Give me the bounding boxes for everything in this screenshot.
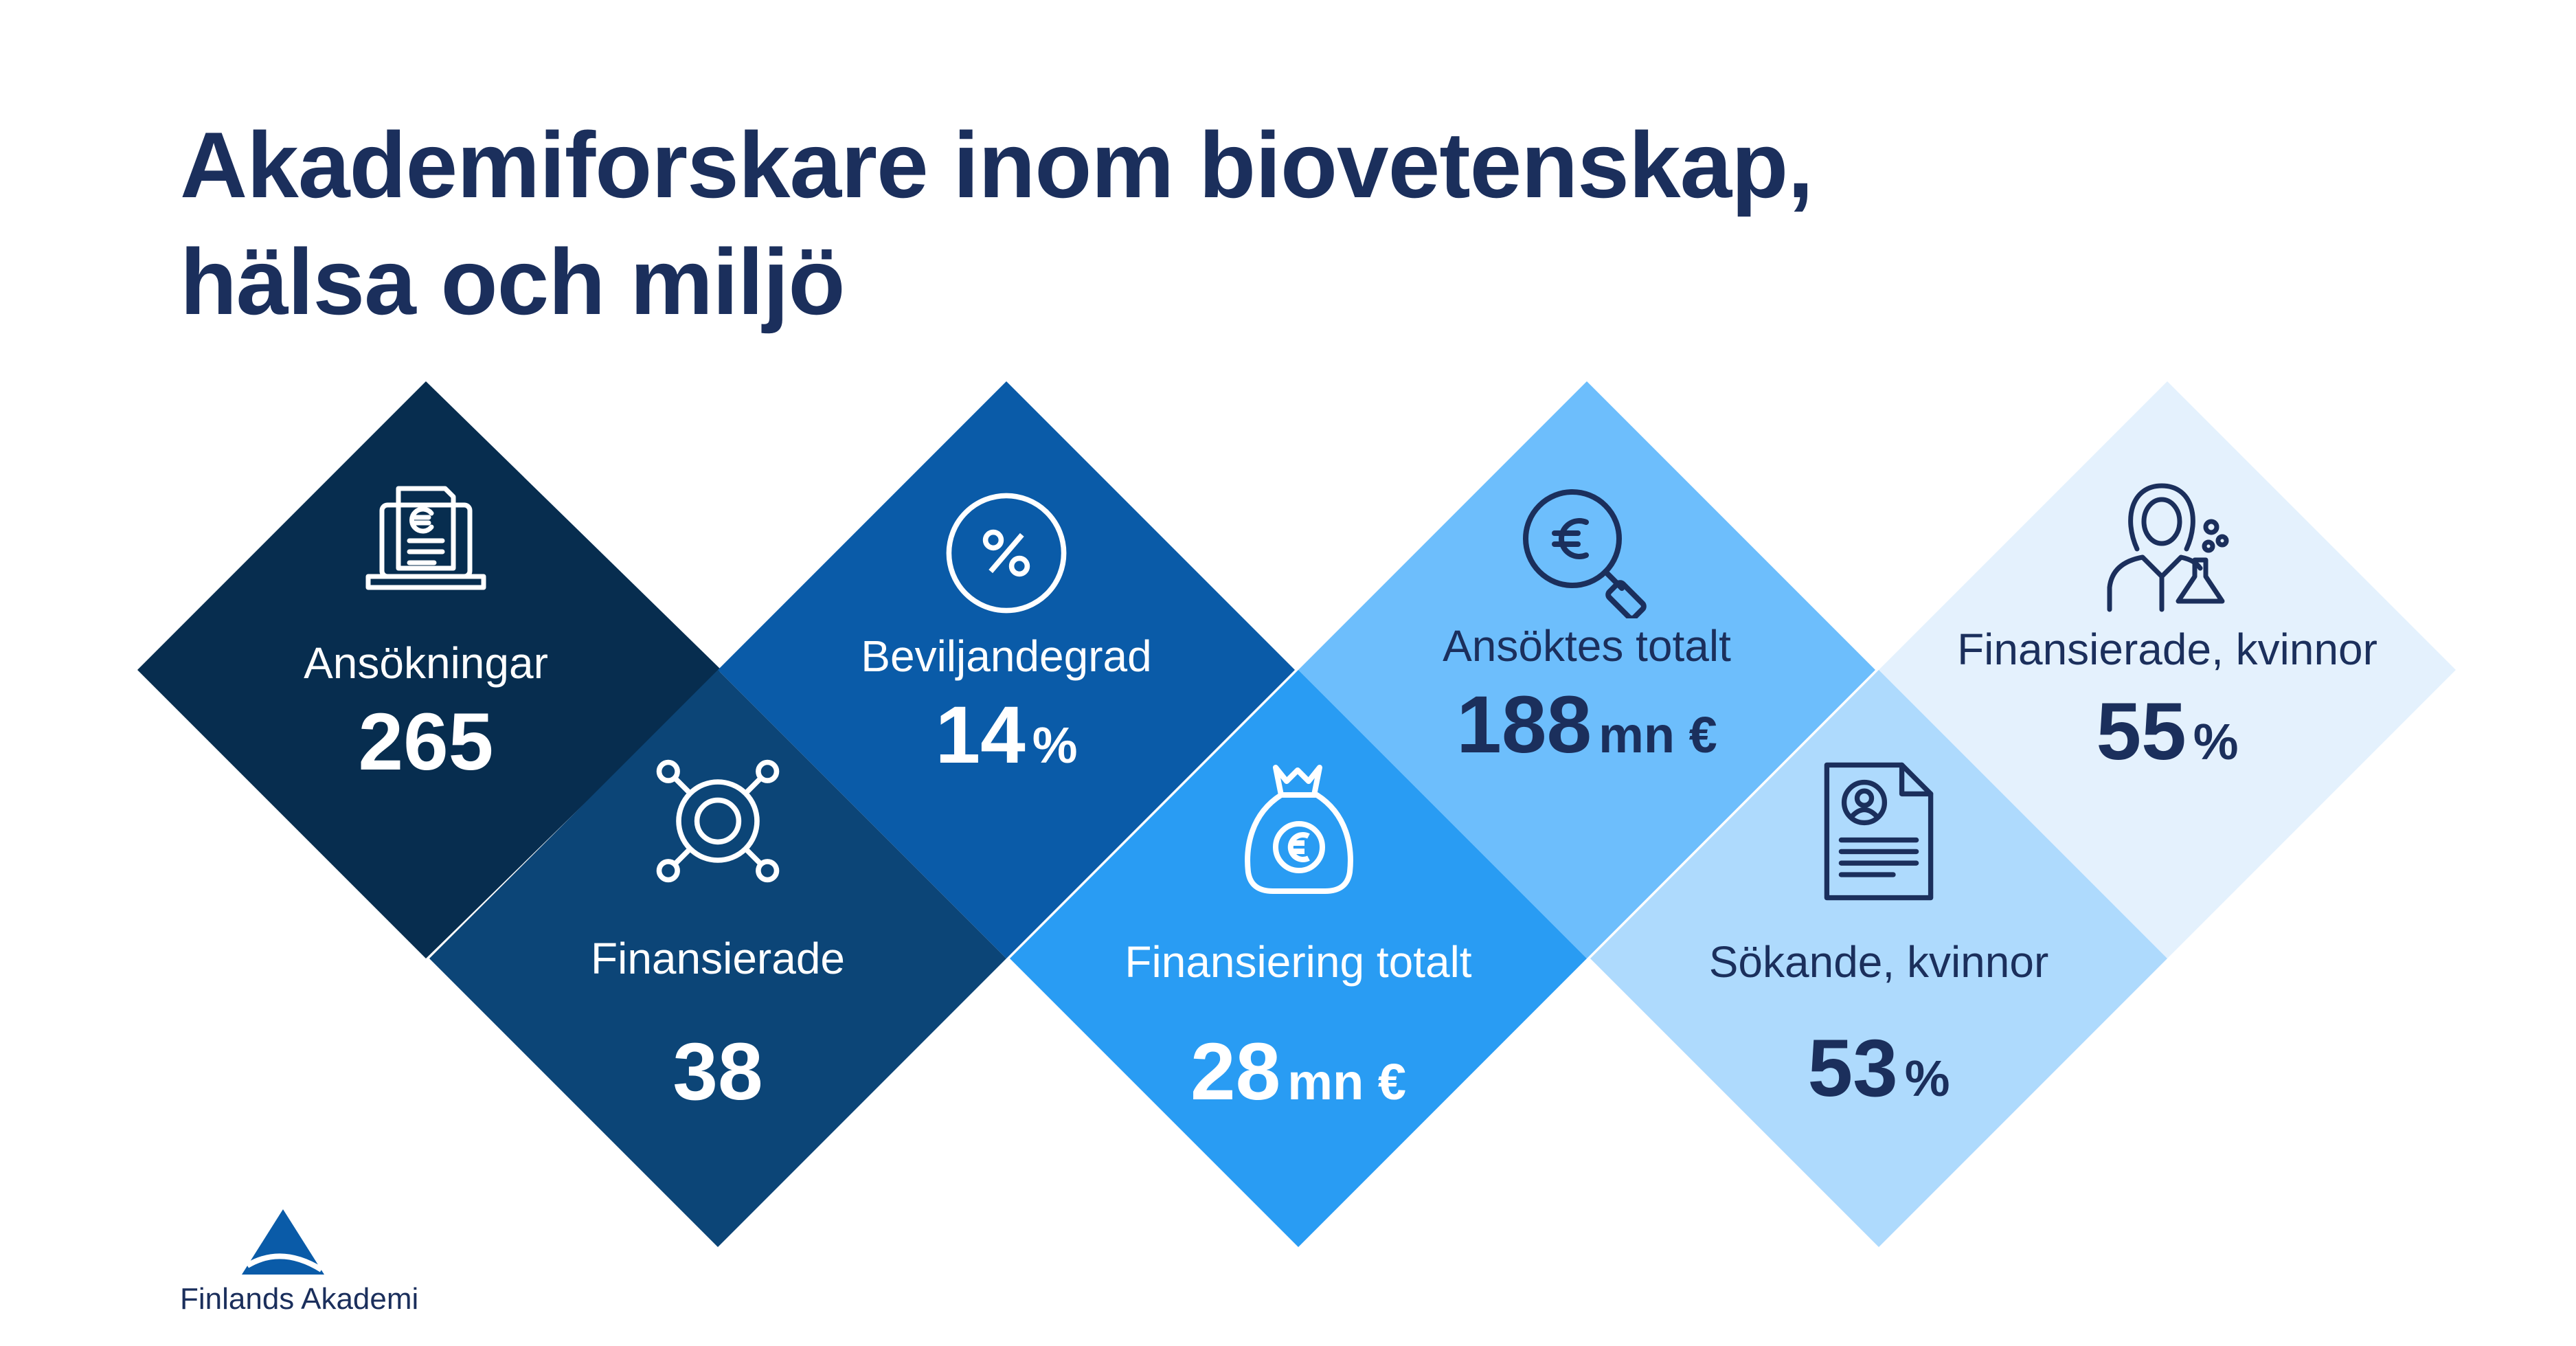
title-line-2: hälsa och miljö	[180, 229, 845, 334]
unit-beviljandegrad: %	[1032, 717, 1078, 774]
label-ansoktes-totalt: Ansöktes totalt	[1443, 621, 1731, 671]
tile-sokande-kvinnor	[1590, 670, 2167, 1247]
value-finansierade: 38	[546, 1020, 890, 1123]
label-ansokningar: Ansökningar	[304, 638, 548, 688]
unit-ansoktes-totalt: mn €	[1598, 706, 1717, 763]
label-finansierade-kvinnor: Finansierade, kvinnor	[1957, 625, 2377, 674]
footer-logo: Finlands Akademi	[180, 1209, 418, 1316]
value-finansierade-kvinnor-number: 55	[2096, 686, 2187, 777]
value-finansierade-kvinnor: 55%	[1934, 680, 2401, 794]
tile-ansokningar	[137, 381, 721, 958]
title-line-1: Akademiforskare inom biovetenskap,	[180, 113, 1814, 217]
unit-finansiering-totalt: mn €	[1287, 1053, 1406, 1110]
stat-finansierade: Finansierade 38	[546, 756, 890, 1123]
euro-laptop-icon	[365, 486, 486, 590]
value-finansierade-number: 38	[673, 1027, 763, 1117]
value-ansokningar-number: 265	[358, 697, 494, 787]
stat-sokande-kvinnor: Sökande, kvinnor 53%	[1666, 759, 2092, 1130]
value-beviljandegrad: 14%	[835, 684, 1178, 797]
value-beviljandegrad-number: 14	[935, 690, 1026, 781]
stat-finansiering-totalt: Finansiering totalt 28 mn €	[1092, 759, 1504, 1134]
unit-finansierade-kvinnor: %	[2193, 713, 2239, 770]
value-ansoktes-totalt: 188 mn €	[1381, 673, 1793, 787]
logo-text: Finlands Akademi	[180, 1282, 419, 1316]
stat-ansokningar: Ansökningar 265	[268, 478, 584, 794]
label-sokande-kvinnor: Sökande, kvinnor	[1708, 937, 2049, 987]
stat-finansierade-kvinnor: Finansierade, kvinnor 55%	[1934, 478, 2401, 794]
value-ansoktes-totalt-number: 188	[1456, 680, 1592, 770]
stat-beviljandegrad: Beviljandegrad 14%	[835, 488, 1178, 797]
label-finansiering-totalt: Finansiering totalt	[1125, 937, 1472, 987]
tile-finansierade	[429, 670, 1006, 1247]
value-finansiering-totalt-number: 28	[1190, 1027, 1281, 1117]
value-sokande-kvinnor: 53%	[1666, 1017, 2092, 1130]
value-sokande-kvinnor-number: 53	[1807, 1023, 1898, 1114]
akademi-triangle-logo-icon	[242, 1209, 324, 1275]
value-finansiering-totalt: 28 mn €	[1092, 1020, 1504, 1134]
unit-sokande-kvinnor: %	[1904, 1050, 1950, 1107]
label-beviljandegrad: Beviljandegrad	[861, 631, 1152, 681]
profile-document-icon	[1824, 762, 1934, 901]
euro-magnifier-icon	[1523, 489, 1647, 618]
label-finansierade: Finansierade	[591, 934, 845, 983]
tile-finansiering-totalt	[1010, 670, 1587, 1247]
female-scientist-icon	[2107, 483, 2229, 612]
page-title: Akademiforskare inom biovetenskap, hälsa…	[180, 106, 1814, 340]
stat-ansoktes-totalt: Ansöktes totalt 188 mn €	[1381, 481, 1793, 787]
ring-network-icon	[656, 759, 780, 883]
money-bag-icon	[1245, 765, 1353, 894]
percent-circle-icon	[946, 493, 1067, 614]
value-ansokningar: 265	[268, 691, 584, 794]
